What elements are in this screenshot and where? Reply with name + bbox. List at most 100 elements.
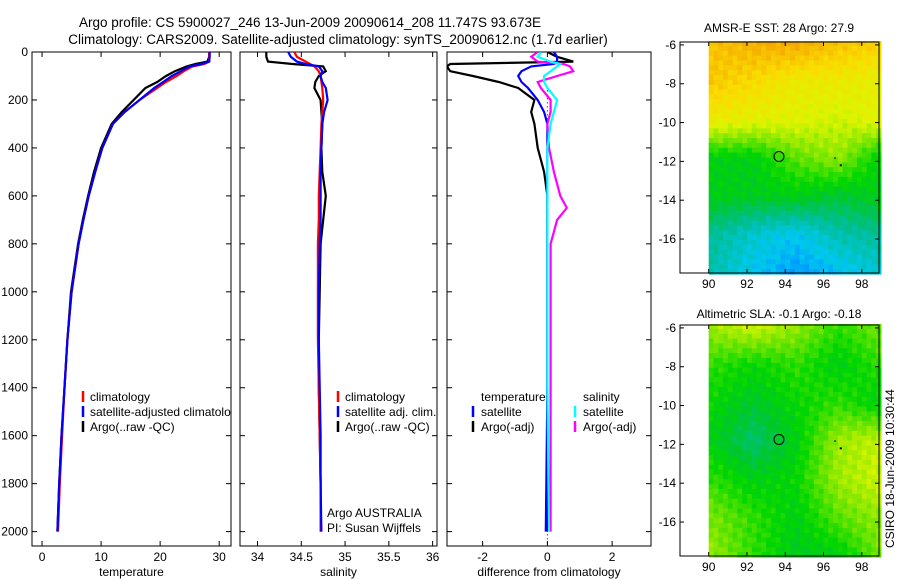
heatmap-cell xyxy=(785,172,791,178)
heatmap-cell xyxy=(780,60,786,66)
heatmap-cell xyxy=(809,172,815,178)
heatmap-cell xyxy=(871,489,877,495)
heatmap-cell xyxy=(737,392,743,398)
heatmap-cell xyxy=(866,172,872,178)
heatmap-cell xyxy=(785,162,791,168)
heatmap-cell xyxy=(713,328,719,335)
heatmap-cell xyxy=(871,430,877,437)
heatmap-cell xyxy=(828,484,834,490)
heatmap-cell xyxy=(780,484,786,490)
heatmap-cell xyxy=(833,186,839,193)
heatmap-cell xyxy=(723,118,729,125)
heatmap-cell xyxy=(857,498,863,505)
heatmap-cell xyxy=(737,142,743,149)
heatmap-cell xyxy=(775,45,782,52)
heatmap-cell xyxy=(833,425,839,432)
heatmap-cell xyxy=(766,142,772,149)
heatmap-cell xyxy=(785,392,791,398)
heatmap-cell xyxy=(790,527,796,534)
heatmap-cell xyxy=(747,152,753,159)
heatmap-cell xyxy=(794,498,801,505)
heatmap-cell xyxy=(818,147,825,154)
heatmap-cell xyxy=(861,89,868,96)
heatmap-cell xyxy=(756,382,762,388)
heatmap-cell xyxy=(794,191,801,197)
heatmap-cell xyxy=(799,104,805,110)
heatmap-cell xyxy=(842,450,848,456)
heatmap-cell xyxy=(861,518,868,524)
heatmap-cell xyxy=(756,249,762,256)
heatmap-cell xyxy=(794,523,801,529)
heatmap-cell xyxy=(842,50,848,57)
heatmap-cell xyxy=(790,503,796,510)
heatmap-cell xyxy=(718,75,724,81)
heatmap-cell xyxy=(770,41,777,47)
heatmap-cell xyxy=(823,133,829,139)
heatmap-cell xyxy=(857,484,863,490)
heatmap-cell xyxy=(794,401,801,408)
heatmap-cell xyxy=(871,440,877,446)
heatmap-cell xyxy=(833,128,839,134)
heatmap-cell xyxy=(747,343,753,349)
heatmap-cell xyxy=(766,244,772,251)
heatmap-cell xyxy=(790,201,796,207)
heatmap-cell xyxy=(861,123,868,129)
heatmap-cell xyxy=(871,353,877,359)
heatmap-cell xyxy=(780,264,786,270)
heatmap-cell xyxy=(708,532,715,539)
heatmap-cell xyxy=(766,220,772,227)
heatmap-cell xyxy=(727,196,734,202)
heatmap-cell xyxy=(727,113,734,120)
heatmap-cell xyxy=(852,377,858,383)
heatmap-cell xyxy=(837,455,844,461)
heatmap-cell xyxy=(775,128,782,134)
heatmap-cell xyxy=(713,425,719,432)
heatmap-cell xyxy=(718,254,724,261)
heatmap-cell xyxy=(823,123,829,129)
heatmap-cell xyxy=(737,240,743,246)
heatmap-cell xyxy=(809,176,815,183)
heatmap-cell xyxy=(794,109,801,115)
heatmap-cell xyxy=(847,377,853,383)
y-tick-label: 800 xyxy=(8,237,28,251)
heatmap-cell xyxy=(780,45,786,52)
heatmap-cell xyxy=(871,215,877,222)
heatmap-cell xyxy=(723,552,729,558)
heatmap-cell xyxy=(708,358,715,364)
heatmap-cell xyxy=(871,382,877,388)
heatmap-cell xyxy=(790,254,796,261)
heatmap-cell xyxy=(732,220,738,227)
heatmap-cell xyxy=(708,552,715,558)
heatmap-cell xyxy=(866,338,872,345)
heatmap-cell xyxy=(794,118,801,125)
heatmap-cell xyxy=(837,547,844,553)
heatmap-cell xyxy=(799,324,805,330)
heatmap-cell xyxy=(804,416,810,422)
heatmap-cell xyxy=(713,123,719,129)
heatmap-cell xyxy=(780,75,786,81)
heatmap-cell xyxy=(723,450,729,456)
heatmap-cell xyxy=(852,479,858,485)
heatmap-cell xyxy=(847,230,853,236)
heatmap-cell xyxy=(766,138,772,144)
heatmap-cell xyxy=(871,157,877,163)
heatmap-cell xyxy=(723,401,729,408)
heatmap-cell xyxy=(837,353,844,359)
heatmap-cell xyxy=(723,249,729,256)
heatmap-cell xyxy=(756,343,762,349)
heatmap-cell xyxy=(713,215,719,222)
heatmap-cell xyxy=(785,84,791,91)
heatmap-cell xyxy=(861,440,868,446)
heatmap-cell xyxy=(747,464,753,471)
heatmap-cell xyxy=(828,450,834,456)
heatmap-cell xyxy=(804,41,810,47)
heatmap-cell xyxy=(833,79,839,86)
heatmap-cell xyxy=(727,230,734,236)
heatmap-cell xyxy=(723,333,729,340)
heatmap-cell xyxy=(794,508,801,514)
heatmap-cell xyxy=(770,99,777,105)
heatmap-cell xyxy=(766,503,772,510)
heatmap-cell xyxy=(794,348,801,354)
heatmap-cell xyxy=(756,324,762,330)
heatmap-cell xyxy=(837,537,844,544)
